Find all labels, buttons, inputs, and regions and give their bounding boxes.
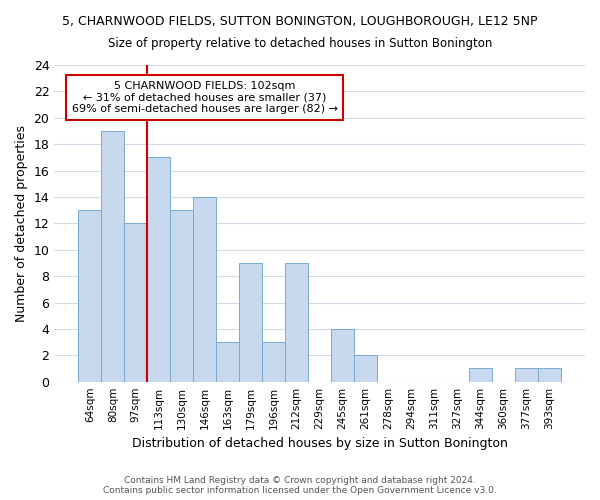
Bar [101,131,124,382]
X-axis label: Distribution of detached houses by size in Sutton Bonington: Distribution of detached houses by size … [132,437,508,450]
Bar [331,329,354,382]
Bar [124,224,148,382]
Bar [515,368,538,382]
Text: 5 CHARNWOOD FIELDS: 102sqm
← 31% of detached houses are smaller (37)
69% of semi: 5 CHARNWOOD FIELDS: 102sqm ← 31% of deta… [72,81,338,114]
Bar [285,263,308,382]
Bar [170,210,193,382]
Bar [469,368,492,382]
Bar [354,356,377,382]
Text: Contains HM Land Registry data © Crown copyright and database right 2024.
Contai: Contains HM Land Registry data © Crown c… [103,476,497,495]
Bar [216,342,239,382]
Y-axis label: Number of detached properties: Number of detached properties [15,125,28,322]
Bar [262,342,285,382]
Bar [193,197,216,382]
Bar [148,158,170,382]
Bar [538,368,561,382]
Bar [239,263,262,382]
Text: Size of property relative to detached houses in Sutton Bonington: Size of property relative to detached ho… [108,38,492,51]
Text: 5, CHARNWOOD FIELDS, SUTTON BONINGTON, LOUGHBOROUGH, LE12 5NP: 5, CHARNWOOD FIELDS, SUTTON BONINGTON, L… [62,15,538,28]
Bar [79,210,101,382]
